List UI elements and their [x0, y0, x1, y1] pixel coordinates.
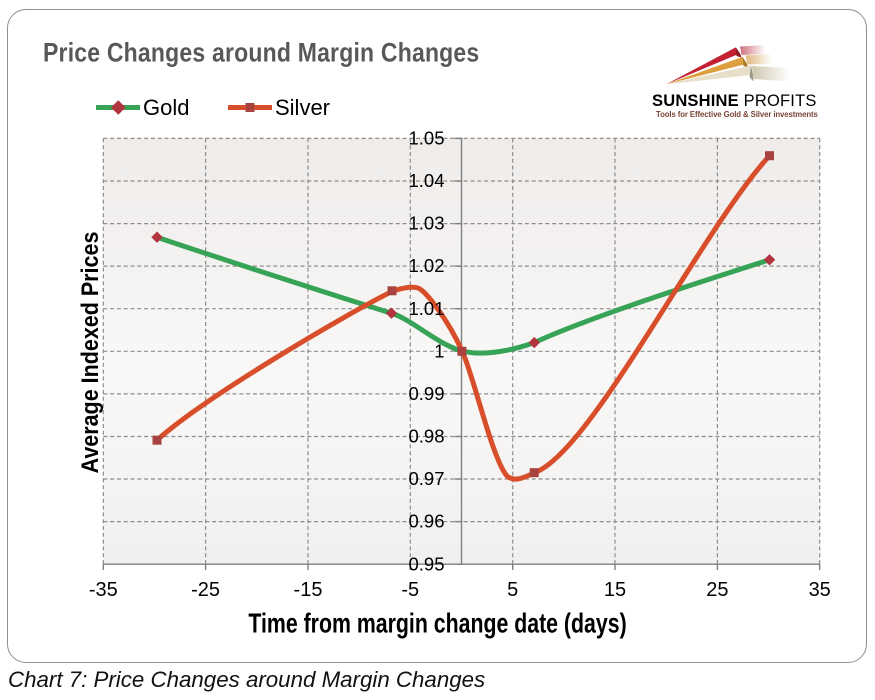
svg-text:-5: -5	[401, 579, 419, 601]
svg-text:-25: -25	[191, 579, 220, 601]
svg-text:-15: -15	[294, 579, 323, 601]
svg-text:0.96: 0.96	[408, 511, 444, 532]
svg-text:1.04: 1.04	[408, 170, 444, 191]
svg-text:35: 35	[809, 579, 831, 601]
svg-text:0.99: 0.99	[408, 383, 444, 404]
svg-text:5: 5	[507, 579, 518, 601]
svg-text:0.95: 0.95	[408, 553, 444, 574]
svg-text:0.97: 0.97	[408, 468, 444, 489]
svg-text:1.02: 1.02	[408, 255, 444, 276]
svg-text:15: 15	[604, 579, 626, 601]
svg-text:1: 1	[434, 340, 444, 361]
svg-text:1.03: 1.03	[408, 213, 444, 234]
svg-text:-35: -35	[89, 579, 118, 601]
svg-text:1.05: 1.05	[408, 128, 444, 149]
svg-text:0.98: 0.98	[408, 426, 444, 447]
svg-text:25: 25	[706, 579, 728, 601]
svg-text:1.01: 1.01	[408, 298, 444, 319]
